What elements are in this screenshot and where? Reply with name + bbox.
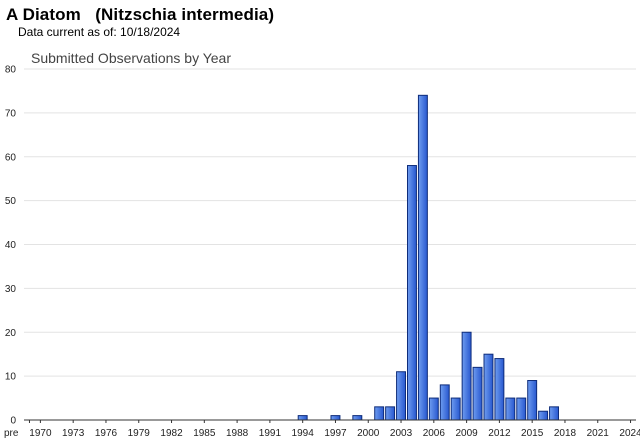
bar-2011 [483, 353, 494, 421]
x-tick-label: 1988 [226, 428, 249, 439]
observations-bar-chart: Submitted Observations by Year 0 10 20 30 40… [4, 50, 640, 439]
x-tick-label: 1997 [324, 428, 347, 439]
x-tick-label: 2018 [554, 428, 577, 439]
y-tick-label: 0 [10, 416, 16, 427]
y-tick-label: 20 [5, 328, 17, 339]
bar-2003 [396, 371, 407, 421]
x-tick-label: 2006 [423, 428, 446, 439]
x-tick-label: pre [4, 428, 19, 439]
bar-2004 [407, 165, 417, 421]
bar-1997 [330, 415, 341, 421]
x-tick-label: 1994 [292, 428, 315, 439]
x-tick-label: 1979 [128, 428, 151, 439]
x-tick-label: 1991 [259, 428, 282, 439]
bar-2013 [505, 397, 516, 421]
x-tick-label: 1976 [95, 428, 118, 439]
bar-2009 [461, 331, 472, 421]
chart-title: Submitted Observations by Year [31, 50, 231, 66]
x-tick-label: 1970 [29, 428, 52, 439]
y-tick-label: 80 [5, 65, 17, 76]
bar-2012 [494, 358, 505, 421]
x-axis-ticks: pre 1970 1973 1976 1979 1982 1985 1988 1991 1994 1… [4, 420, 640, 439]
bar-2015 [527, 380, 538, 421]
x-tick-label: 2015 [521, 428, 544, 439]
x-tick-label: 2021 [587, 428, 610, 439]
y-tick-label: 10 [5, 372, 17, 383]
x-tick-label: 1982 [160, 428, 183, 439]
bar-2010 [472, 366, 483, 421]
y-tick-label: 70 [5, 108, 17, 119]
bar-2017 [549, 406, 560, 421]
y-tick-label: 60 [5, 152, 17, 163]
bar-1994 [297, 415, 308, 421]
y-tick-label: 30 [5, 284, 17, 295]
y-tick-label: 50 [5, 196, 17, 207]
x-tick-label: 1985 [193, 428, 216, 439]
bar-layer [297, 94, 560, 421]
x-tick-label: 2024 [619, 428, 640, 439]
x-tick-label: 2003 [390, 428, 413, 439]
bar-2014 [516, 397, 527, 421]
bar-2002 [385, 406, 396, 421]
bar-1999 [352, 415, 363, 421]
bar-2008 [450, 397, 461, 421]
x-tick-label: 2000 [357, 428, 380, 439]
y-tick-label: 40 [5, 240, 17, 251]
bar-2007 [439, 384, 450, 421]
x-tick-label: 2012 [488, 428, 511, 439]
x-tick-label: 2009 [455, 428, 478, 439]
x-tick-label: 1973 [62, 428, 85, 439]
grid-layer [24, 68, 636, 377]
page-title: A Diatom (Nitzschia intermedia) [6, 5, 275, 24]
bar-2001 [374, 406, 385, 421]
y-axis-ticks: 0 10 20 30 40 50 60 70 80 [5, 65, 17, 427]
bar-2006 [428, 397, 439, 421]
bar-2016 [538, 410, 549, 421]
bar-2005 [417, 94, 428, 421]
data-currency-note: Data current as of: 10/18/2024 [18, 25, 181, 39]
